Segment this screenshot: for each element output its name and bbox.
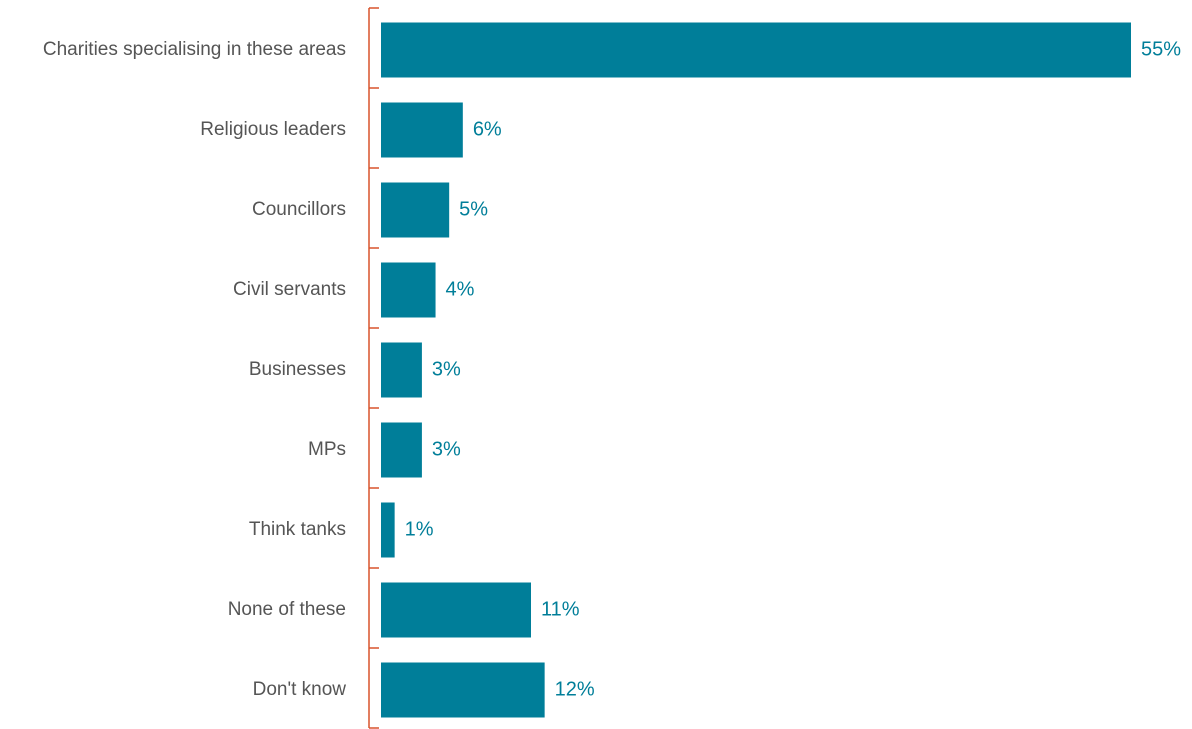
bar-8 bbox=[381, 662, 545, 718]
bar-5 bbox=[381, 422, 422, 478]
category-label: Don't know bbox=[253, 679, 347, 700]
value-label: 5% bbox=[459, 198, 488, 220]
bar-2 bbox=[381, 182, 450, 238]
value-label: 6% bbox=[473, 118, 502, 140]
bar-6 bbox=[381, 502, 395, 558]
bar-3 bbox=[381, 262, 436, 318]
category-label: MPs bbox=[308, 439, 346, 460]
category-label: None of these bbox=[228, 599, 346, 620]
value-label: 3% bbox=[432, 358, 461, 380]
category-label: Councillors bbox=[252, 199, 346, 220]
bar-7 bbox=[381, 582, 531, 638]
value-label: 55% bbox=[1141, 38, 1181, 60]
category-label: Think tanks bbox=[249, 519, 346, 540]
bars-group: 55% 6% 5% 4% 3% 3% 1% 11% 12% bbox=[381, 22, 1181, 718]
category-label: Businesses bbox=[249, 359, 346, 380]
value-label: 12% bbox=[555, 678, 595, 700]
value-label: 4% bbox=[446, 278, 475, 300]
category-axis: Charities specialising in these areas Rel… bbox=[43, 7, 379, 729]
category-label: Religious leaders bbox=[200, 119, 346, 140]
value-label: 3% bbox=[432, 438, 461, 460]
value-label: 11% bbox=[541, 598, 580, 620]
category-label: Charities specialising in these areas bbox=[43, 39, 346, 60]
bar-0 bbox=[381, 22, 1131, 78]
category-label: Civil servants bbox=[233, 279, 346, 300]
bar-4 bbox=[381, 342, 422, 398]
bar-1 bbox=[381, 102, 463, 158]
value-label: 1% bbox=[405, 518, 434, 540]
